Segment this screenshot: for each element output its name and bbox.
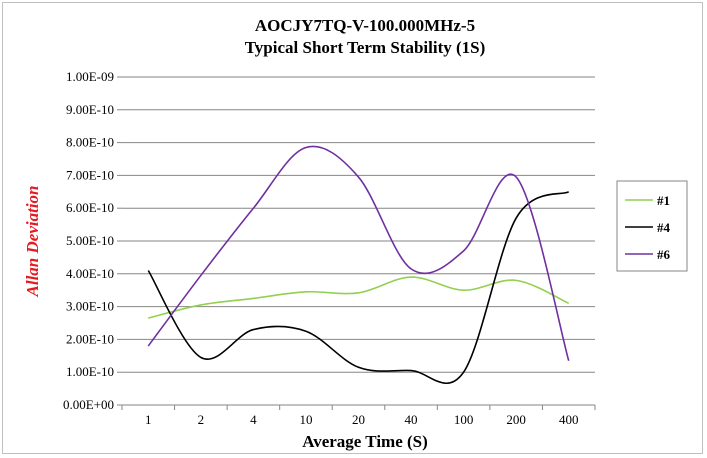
y-tick-label: 5.00E-10 — [66, 233, 114, 248]
y-tick-label: 2.00E-10 — [66, 331, 114, 346]
y-tick-label: 0.00E+00 — [63, 397, 114, 412]
y-tick-label: 1.00E-10 — [66, 364, 114, 379]
chart-subtitle: Typical Short Term Stability (1S) — [245, 38, 486, 57]
chart-title: AOCJY7TQ-V-100.000MHz-5 — [255, 16, 475, 35]
x-axis-ticks: 1 2 4 10 20 40 100 200 400 — [121, 405, 596, 427]
x-tick-label: 10 — [299, 412, 312, 427]
x-tick-label: 40 — [405, 412, 418, 427]
series-line-n1 — [148, 276, 570, 319]
y-tick-label: 9.00E-10 — [66, 102, 114, 117]
legend-box — [616, 180, 688, 272]
y-tick-label: 7.00E-10 — [66, 167, 114, 182]
series-line-n4 — [147, 191, 570, 385]
x-tick-label: 1 — [145, 412, 152, 427]
y-tick-label: 4.00E-10 — [66, 266, 114, 281]
y-tick-label: 1.00E-09 — [66, 69, 114, 84]
legend-label: #6 — [657, 247, 671, 262]
y-tick-label: 6.00E-10 — [66, 200, 114, 215]
y-tick-label: 3.00E-10 — [66, 299, 114, 314]
x-tick-label: 2 — [198, 412, 205, 427]
x-tick-label: 20 — [352, 412, 365, 427]
legend-label: #4 — [657, 220, 671, 235]
y-axis-label: Allan Deviation — [23, 186, 42, 298]
x-tick-label: 400 — [559, 412, 579, 427]
y-tick-label: 8.00E-10 — [66, 135, 114, 150]
x-axis-label: Average Time (S) — [302, 432, 428, 451]
x-tick-label: 100 — [454, 412, 474, 427]
legend-label: #1 — [657, 193, 670, 208]
series-lines — [147, 145, 570, 385]
x-tick-label: 200 — [506, 412, 526, 427]
gridlines — [117, 76, 595, 406]
y-axis-ticks: 0.00E+00 1.00E-10 2.00E-10 3.00E-10 4.00E-10… — [63, 69, 114, 412]
series-line-n6 — [147, 145, 570, 361]
x-tick-label: 4 — [250, 412, 257, 427]
legend: #1 #4 #6 — [616, 180, 688, 272]
